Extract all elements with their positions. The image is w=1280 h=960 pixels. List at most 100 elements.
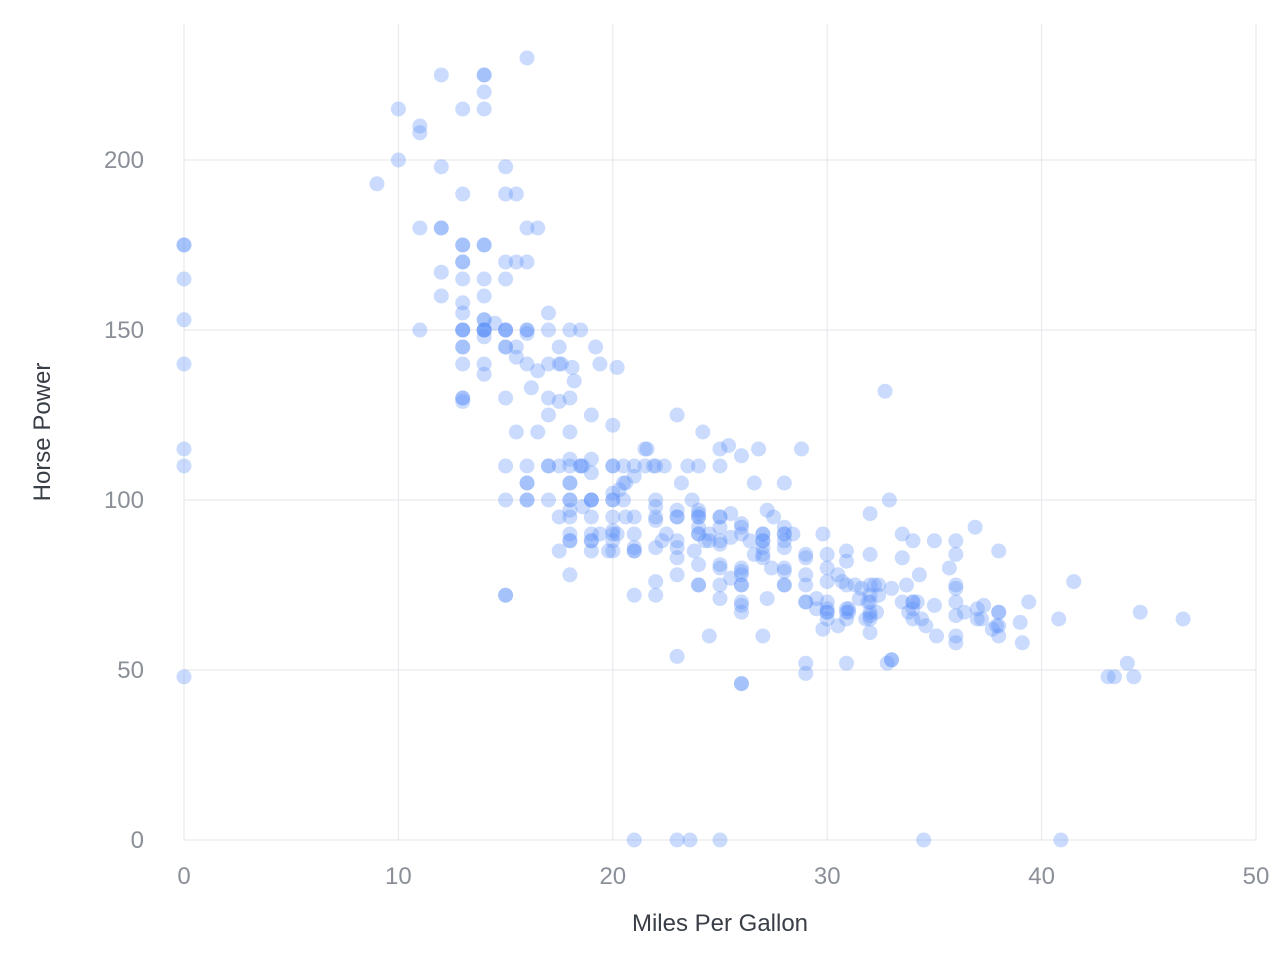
scatter-point xyxy=(701,628,717,644)
scatter-point xyxy=(879,655,895,671)
scatter-point xyxy=(847,577,863,593)
scatter-point xyxy=(701,526,717,542)
x-tick-label: 20 xyxy=(599,863,626,890)
scatter-point xyxy=(712,536,728,552)
y-axis-ticks: 0 50 100 150 200 xyxy=(104,147,144,854)
scatter-point xyxy=(838,543,854,559)
y-tick-label: 150 xyxy=(104,317,144,344)
scatter-point xyxy=(969,601,985,617)
scatter-point xyxy=(691,577,707,593)
scatter-point xyxy=(519,475,535,491)
scatter-point xyxy=(433,288,449,304)
scatter-point xyxy=(755,628,771,644)
scatter-point xyxy=(691,502,707,518)
scatter-point xyxy=(746,546,762,562)
scatter-point xyxy=(691,506,707,522)
scatter-point xyxy=(540,356,556,372)
scatter-point xyxy=(523,380,539,396)
scatter-point xyxy=(976,597,992,613)
scatter-point xyxy=(838,553,854,569)
scatter-point xyxy=(476,237,492,253)
scatter-point xyxy=(455,356,471,372)
grid-lines xyxy=(183,24,1257,841)
scatter-point xyxy=(626,540,642,556)
scatter-point xyxy=(755,526,771,542)
scatter-point xyxy=(751,441,767,457)
scatter-point xyxy=(519,322,535,338)
scatter-point xyxy=(455,322,471,338)
scatter-point xyxy=(626,468,642,484)
scatter-point xyxy=(648,587,664,603)
scatter-point xyxy=(1051,611,1067,627)
scatter-point xyxy=(583,543,599,559)
scatter-point xyxy=(573,322,589,338)
scatter-point xyxy=(669,533,685,549)
scatter-point xyxy=(838,601,854,617)
scatter-point xyxy=(476,67,492,83)
scatter-point xyxy=(742,533,758,549)
x-tick-label: 40 xyxy=(1028,863,1055,890)
scatter-point xyxy=(592,526,608,542)
scatter-point xyxy=(1100,669,1116,685)
scatter-point xyxy=(733,597,749,613)
x-axis-title: Miles Per Gallon xyxy=(632,910,808,937)
scatter-point xyxy=(989,618,1005,634)
scatter-point xyxy=(176,237,192,253)
scatter-point xyxy=(712,832,728,848)
scatter-point xyxy=(530,220,546,236)
scatter-point xyxy=(866,577,882,593)
scatter-point xyxy=(830,618,846,634)
scatter-point xyxy=(583,465,599,481)
scatter-point xyxy=(562,533,578,549)
scatter-point xyxy=(776,519,792,535)
scatter-point xyxy=(540,305,556,321)
scatter-point xyxy=(412,118,428,134)
scatter-point xyxy=(914,611,930,627)
scatter-point xyxy=(798,567,814,583)
scatter-point xyxy=(798,546,814,562)
scatter-point xyxy=(176,669,192,685)
scatter-point xyxy=(669,550,685,566)
scatter-point xyxy=(455,237,471,253)
scatter-point xyxy=(616,458,632,474)
scatter-point xyxy=(838,655,854,671)
scatter-point xyxy=(838,604,854,620)
scatter-point xyxy=(862,577,878,593)
scatter-point xyxy=(918,618,934,634)
scatter-point xyxy=(695,424,711,440)
scatter-point xyxy=(605,485,621,501)
scatter-point xyxy=(176,271,192,287)
scatter-point xyxy=(941,560,957,576)
scatter-point xyxy=(583,526,599,542)
scatter-point xyxy=(691,509,707,525)
scatter-point xyxy=(862,625,878,641)
scatter-point xyxy=(476,237,492,253)
scatter-point xyxy=(911,567,927,583)
scatter-point xyxy=(455,295,471,311)
scatter-point xyxy=(894,594,910,610)
scatter-point xyxy=(498,322,514,338)
scatter-point xyxy=(701,533,717,549)
scatter-point xyxy=(862,604,878,620)
scatter-point xyxy=(639,441,655,457)
scatter-point xyxy=(562,567,578,583)
scatter-point xyxy=(723,570,739,586)
scatter-point xyxy=(854,580,870,596)
scatter-point xyxy=(1053,832,1069,848)
scatter-point xyxy=(562,475,578,491)
scatter-point xyxy=(733,676,749,692)
scatter-point xyxy=(691,509,707,525)
scatter-point xyxy=(673,475,689,491)
scatter-point xyxy=(869,604,885,620)
scatter-point xyxy=(851,591,867,607)
scatter-point xyxy=(176,458,192,474)
scatter-point xyxy=(390,152,406,168)
scatter-point xyxy=(916,832,932,848)
scatter-point xyxy=(697,533,713,549)
scatter-point xyxy=(519,254,535,270)
scatter-point xyxy=(519,475,535,491)
scatter-point xyxy=(759,591,775,607)
scatter-point xyxy=(691,458,707,474)
scatter-point xyxy=(605,458,621,474)
scatter-point xyxy=(926,533,942,549)
